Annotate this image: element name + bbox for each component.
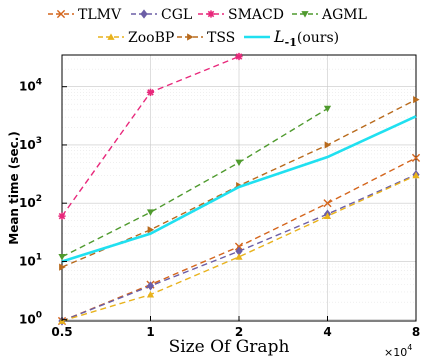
series-line [61,174,417,322]
legend-item: AGML [292,7,367,23]
data-point [146,290,155,298]
data-point [146,281,155,291]
data-point [235,52,243,61]
x-axis-label: Size Of Graph [169,337,290,357]
legend-label: SMACD [228,7,284,23]
data-point [146,88,155,96]
data-point [301,11,309,18]
legend-item: TLMV [48,7,122,23]
x-axis-ticks: 0.5 1 2 4 8 [51,316,420,339]
data-point [235,159,243,167]
data-point [207,10,215,18]
legend-item: SMACD [198,7,284,23]
legend: TLMV CGL SMACD AGML ZooBP TSS L-1(ours) [48,7,367,49]
data-point [56,9,66,19]
legend-label: AGML [321,7,367,23]
data-point [411,153,421,162]
legend-label: L-1(ours) [273,27,339,49]
series-line [61,115,417,263]
data-point [412,171,420,179]
series-smacd [58,52,243,220]
series-layer [57,52,421,326]
data-point [107,33,115,40]
legend-item: L-1(ours) [244,27,339,49]
y-tick-label: 102 [19,194,42,210]
x-tick-label: 8 [412,325,420,339]
data-point [146,209,155,216]
y-tick-label: 104 [19,78,42,94]
data-point [59,263,66,271]
legend-label: TSS [207,30,235,46]
data-point [147,226,155,234]
x-tick-label: 2 [235,325,243,339]
data-point [413,96,420,104]
data-point [235,246,243,256]
legend-item: ZooBP [98,30,174,46]
x-axis-multiplier: ×104 [384,343,412,359]
data-point [58,253,66,261]
y-axis-ticks: 100 101 102 103 104 [19,78,67,327]
data-point [140,9,148,19]
y-tick-label: 101 [19,252,42,268]
x-tick-label: 4 [323,325,331,339]
series-l-1-ours- [61,115,417,263]
y-axis-label: Mean time (sec.) [7,131,21,245]
x-tick-label: 1 [146,325,154,339]
legend-label: TLMV [78,7,122,23]
x-tick-label: 0.5 [51,325,72,339]
series-agml [58,105,332,261]
data-point [58,212,66,220]
data-point [323,105,332,113]
data-point [187,33,194,41]
y-tick-label: 100 [19,311,42,327]
legend-label: ZooBP [128,30,174,46]
y-tick-label: 103 [19,136,42,152]
data-point [323,212,332,220]
legend-item: CGL [131,7,192,23]
series-line [61,108,328,258]
legend-label: CGL [161,7,192,23]
data-point [234,242,244,251]
data-point [324,141,332,149]
legend-item: TSS [177,30,235,46]
data-point [323,199,332,208]
data-point [235,253,243,260]
